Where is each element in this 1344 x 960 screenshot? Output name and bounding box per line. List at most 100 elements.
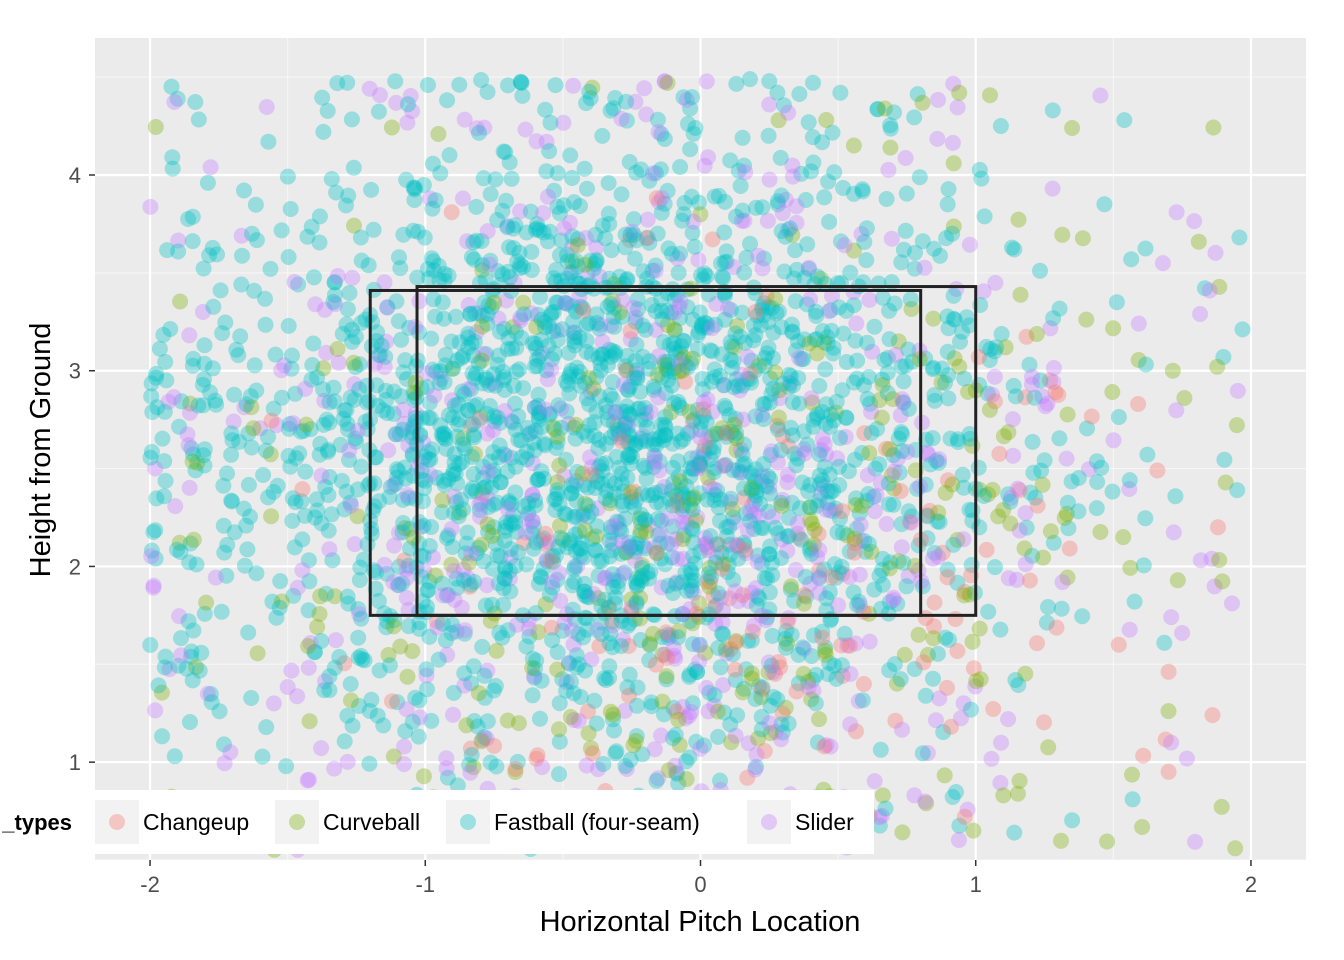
data-point bbox=[272, 573, 289, 590]
data-point bbox=[796, 595, 812, 612]
data-point bbox=[675, 550, 691, 567]
data-point bbox=[573, 540, 590, 557]
data-point bbox=[585, 380, 602, 397]
data-point bbox=[1115, 529, 1132, 546]
data-point bbox=[313, 467, 330, 484]
data-point bbox=[760, 127, 777, 144]
data-point bbox=[945, 310, 962, 327]
data-point bbox=[770, 525, 787, 542]
data-point bbox=[671, 310, 688, 327]
data-point bbox=[205, 298, 222, 315]
data-point bbox=[702, 478, 719, 495]
data-point bbox=[294, 531, 311, 548]
data-point bbox=[569, 558, 586, 575]
data-point bbox=[238, 517, 254, 534]
data-point bbox=[872, 741, 889, 758]
data-point bbox=[774, 705, 791, 722]
data-point bbox=[353, 252, 370, 269]
data-point bbox=[421, 538, 438, 554]
data-point bbox=[352, 229, 369, 246]
data-point bbox=[769, 193, 786, 210]
data-point bbox=[668, 703, 685, 720]
data-point bbox=[653, 579, 670, 596]
data-point bbox=[143, 375, 160, 392]
data-point bbox=[248, 232, 265, 249]
data-point bbox=[444, 392, 461, 409]
data-point bbox=[537, 596, 554, 613]
data-point bbox=[632, 411, 649, 428]
data-point bbox=[508, 616, 525, 633]
data-point bbox=[479, 306, 496, 323]
data-point bbox=[771, 390, 788, 407]
data-point bbox=[618, 112, 635, 129]
data-point bbox=[763, 657, 780, 674]
data-point bbox=[520, 505, 537, 522]
data-point bbox=[734, 446, 751, 463]
data-point bbox=[482, 612, 499, 629]
data-point bbox=[816, 334, 833, 351]
data-point bbox=[496, 369, 513, 386]
data-point bbox=[641, 353, 658, 370]
data-point bbox=[258, 719, 275, 736]
data-point bbox=[562, 265, 579, 281]
data-point bbox=[701, 684, 718, 701]
data-point bbox=[363, 691, 380, 708]
data-point bbox=[692, 421, 709, 438]
data-point bbox=[568, 492, 585, 509]
data-point bbox=[722, 152, 739, 169]
data-point bbox=[147, 702, 164, 719]
data-point bbox=[462, 764, 479, 781]
data-point bbox=[575, 506, 592, 523]
data-point bbox=[696, 265, 713, 282]
data-point bbox=[663, 627, 680, 644]
data-point bbox=[564, 170, 581, 186]
data-point bbox=[1022, 484, 1039, 501]
data-point bbox=[485, 375, 501, 392]
data-point bbox=[809, 409, 825, 426]
data-point bbox=[621, 615, 638, 632]
data-point bbox=[315, 123, 332, 140]
data-point bbox=[647, 262, 664, 279]
data-point bbox=[309, 619, 326, 635]
data-point bbox=[620, 534, 637, 551]
data-point bbox=[558, 506, 575, 523]
data-point bbox=[1167, 488, 1184, 505]
data-point bbox=[783, 368, 799, 385]
data-point bbox=[805, 154, 822, 171]
data-point bbox=[439, 92, 456, 109]
data-point bbox=[660, 371, 677, 388]
data-point bbox=[854, 181, 871, 198]
data-point bbox=[818, 737, 835, 754]
data-point bbox=[564, 253, 581, 270]
data-point bbox=[501, 239, 517, 256]
data-point bbox=[926, 594, 943, 611]
data-point bbox=[995, 787, 1012, 804]
data-point bbox=[688, 733, 705, 750]
data-point bbox=[390, 463, 407, 480]
data-point bbox=[579, 428, 596, 445]
data-point bbox=[783, 578, 800, 595]
data-point bbox=[1156, 634, 1173, 651]
data-point bbox=[503, 496, 520, 513]
data-point bbox=[716, 254, 733, 271]
data-point bbox=[435, 472, 452, 489]
data-point bbox=[638, 230, 655, 246]
data-point bbox=[677, 710, 694, 727]
data-point bbox=[369, 397, 386, 414]
data-point bbox=[720, 556, 737, 573]
data-point bbox=[954, 466, 971, 483]
data-point bbox=[629, 401, 646, 417]
data-point bbox=[1163, 734, 1180, 751]
data-point bbox=[633, 514, 649, 531]
data-point bbox=[607, 90, 624, 106]
data-point bbox=[521, 426, 538, 442]
data-point bbox=[164, 160, 181, 177]
data-point bbox=[547, 77, 564, 94]
data-point bbox=[627, 539, 644, 556]
data-point bbox=[421, 270, 438, 287]
data-point bbox=[549, 474, 566, 491]
data-point bbox=[1048, 619, 1065, 636]
data-point bbox=[473, 352, 490, 369]
data-point bbox=[447, 465, 464, 482]
data-point bbox=[736, 489, 753, 506]
